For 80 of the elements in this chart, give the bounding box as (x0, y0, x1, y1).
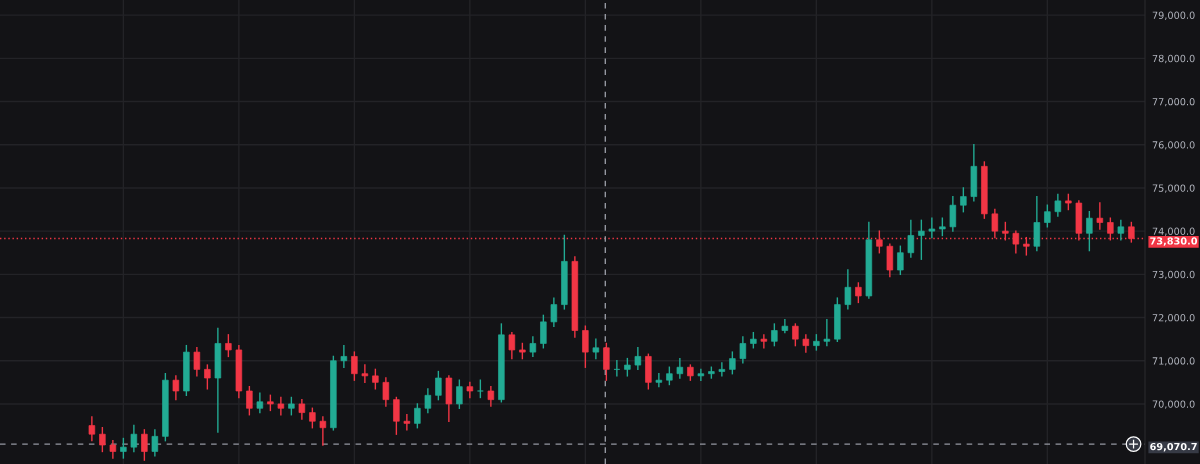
candlestick (991, 208, 999, 239)
candlestick (855, 282, 862, 304)
candlestick (361, 364, 369, 384)
y-tick-label: 74,000.0 (1152, 227, 1195, 236)
candlestick (697, 368, 705, 381)
y-tick-label: 73,000.0 (1152, 270, 1195, 280)
candlestick (897, 245, 904, 276)
candlestick (204, 364, 211, 390)
candlestick (340, 344, 348, 368)
candlestick (802, 334, 810, 353)
candlestick (277, 396, 285, 416)
candlestick (592, 338, 600, 360)
candlestick (414, 403, 421, 429)
candlestick (1128, 221, 1135, 243)
y-tick-label: 72,000.0 (1152, 314, 1195, 323)
candlestick (582, 325, 589, 368)
candlestick (676, 357, 684, 379)
candlestick (886, 243, 894, 278)
candlestick (960, 187, 967, 213)
candlestick (193, 347, 201, 377)
candlestick (823, 319, 831, 347)
candlestick (729, 351, 736, 375)
y-tick-label: 79,000.0 (1152, 11, 1195, 20)
candlestick (372, 368, 379, 390)
y-tick-label: 75,000.0 (1152, 184, 1195, 193)
candlestick (424, 388, 432, 414)
candlestick (403, 414, 411, 431)
candlestick (141, 429, 148, 461)
candlestick (760, 334, 768, 349)
candlestick (918, 219, 925, 260)
candlestick (844, 269, 852, 310)
candlestick (393, 396, 400, 435)
candlestick (99, 427, 106, 453)
candlestick (928, 217, 936, 239)
candlestick (109, 439, 117, 459)
candlestick (382, 377, 390, 407)
candlestick (655, 373, 663, 388)
candlestick (246, 385, 253, 416)
candlestick (120, 437, 127, 459)
candlestick (781, 319, 789, 334)
candlestick (1012, 230, 1020, 254)
y-tick-label: 77,000.0 (1152, 98, 1195, 107)
candlestick (949, 195, 957, 232)
candlestick (792, 323, 799, 347)
candlestick (508, 331, 516, 360)
candlestick (1117, 219, 1125, 241)
candlestick (256, 392, 264, 414)
candlestick (351, 351, 358, 381)
candlestick (151, 429, 159, 457)
candlestick (309, 407, 316, 429)
candlestick (225, 334, 232, 358)
candlestick (550, 297, 558, 327)
ref-line-label: 73,830.0 (1150, 237, 1198, 246)
ref-line-label: 69,070.7 (1150, 442, 1197, 452)
y-tick-label: 78,000.0 (1152, 54, 1195, 64)
candlestick (172, 375, 180, 401)
candlestick (634, 347, 642, 371)
candlestick (319, 416, 327, 446)
candlestick (603, 342, 610, 381)
candlestick (88, 416, 96, 442)
candlestick (456, 379, 463, 409)
candlestick (435, 370, 442, 401)
candlestick (487, 385, 495, 407)
candlestick (739, 336, 747, 364)
candlestick (718, 362, 726, 377)
y-tick-label: 76,000.0 (1152, 141, 1195, 150)
y-tick-label: 70,000.0 (1152, 400, 1195, 409)
candlestick (1096, 202, 1104, 230)
candlestick (130, 424, 138, 453)
candlestick (298, 398, 306, 420)
candlestick (1044, 204, 1051, 228)
candlestick (529, 336, 537, 358)
candlestick (466, 381, 474, 399)
candlestick (1086, 210, 1093, 252)
candlestick (1033, 195, 1041, 252)
candlestick (907, 219, 915, 258)
candlestick (540, 314, 547, 349)
candlestick (771, 323, 778, 347)
y-tick-label: 71,000.0 (1152, 357, 1195, 366)
candlestick (1054, 193, 1062, 217)
